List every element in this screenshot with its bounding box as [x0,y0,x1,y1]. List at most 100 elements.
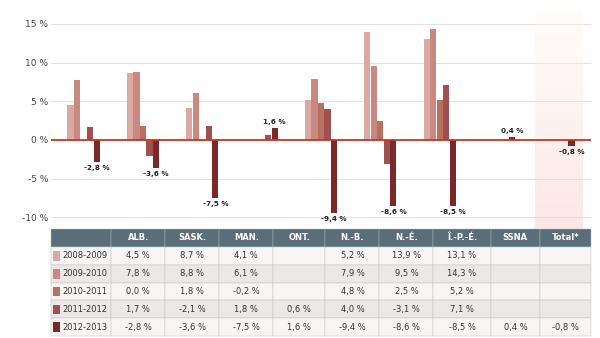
Bar [384,140,390,164]
Bar [379,229,433,247]
Bar [51,265,112,283]
Text: ALB.: ALB. [128,233,149,242]
Bar [509,137,515,140]
Text: -2,8 %: -2,8 % [125,323,152,332]
Bar [186,108,193,140]
Text: Total*: Total* [552,233,580,242]
Text: SASK.: SASK. [178,233,206,242]
Text: ONT.: ONT. [289,233,310,242]
Bar [540,229,591,247]
Text: -7,5 %: -7,5 % [233,323,260,332]
Text: 5,2 %: 5,2 % [450,287,474,296]
Bar [220,300,274,318]
Text: 5,2 %: 5,2 % [341,251,364,260]
Bar [193,93,199,140]
Text: -3,6 %: -3,6 % [143,171,169,177]
Bar [53,287,60,296]
Text: 0,0 %: 0,0 % [127,287,150,296]
Bar [74,79,80,140]
Text: N.-É.: N.-É. [395,233,418,242]
Bar [430,29,436,140]
Bar [166,300,220,318]
Text: 2012-2013: 2012-2013 [62,323,107,332]
Bar [379,283,433,300]
Bar [206,126,212,140]
Bar [424,39,430,140]
Text: -7,5 %: -7,5 % [203,201,228,207]
Bar [166,318,220,336]
Text: MAN.: MAN. [234,233,259,242]
Bar [112,300,166,318]
Bar [433,247,491,265]
Text: 4,5 %: 4,5 % [127,251,150,260]
Bar [112,318,166,336]
Text: 7,8 %: 7,8 % [127,269,151,278]
Text: SSNA: SSNA [503,233,528,242]
Bar [133,72,140,140]
Text: N.-B.: N.-B. [341,233,364,242]
Bar [112,283,166,300]
Bar [433,229,491,247]
Bar [274,265,325,283]
Text: 1,7 %: 1,7 % [127,305,150,314]
Text: 7,9 %: 7,9 % [341,269,364,278]
Text: 2009-2010: 2009-2010 [62,269,107,278]
Text: -2,1 %: -2,1 % [179,305,206,314]
Text: 2011-2012: 2011-2012 [62,305,107,314]
Bar [491,229,540,247]
Text: -8,6 %: -8,6 % [393,323,420,332]
Bar [127,73,133,140]
Bar [274,229,325,247]
Text: 1,8 %: 1,8 % [181,287,204,296]
Bar [433,283,491,300]
Bar [112,229,166,247]
Bar [379,265,433,283]
Text: 8,7 %: 8,7 % [181,251,205,260]
Text: 0,4 %: 0,4 % [503,323,527,332]
Text: 9,5 %: 9,5 % [395,269,418,278]
Bar [325,229,379,247]
Text: 0,6 %: 0,6 % [287,305,311,314]
Bar [272,127,278,140]
Bar [305,100,311,140]
Bar [325,109,331,140]
Bar [87,127,93,140]
Bar [94,140,100,162]
Bar [491,318,540,336]
Bar [433,265,491,283]
Bar [364,32,370,140]
Bar [140,126,146,140]
Bar [220,318,274,336]
Text: 8,8 %: 8,8 % [181,269,205,278]
Bar [491,300,540,318]
Text: Î.-P.-É.: Î.-P.-É. [447,233,477,242]
Text: 2,5 %: 2,5 % [395,287,418,296]
Bar [377,121,383,140]
Bar [53,322,60,332]
Bar [390,140,397,207]
Bar [274,283,325,300]
Bar [311,79,317,140]
Text: -0,8 %: -0,8 % [559,149,584,155]
Text: -0,2 %: -0,2 % [233,287,260,296]
Text: -3,1 %: -3,1 % [393,305,420,314]
Bar [540,283,591,300]
Bar [540,247,591,265]
Text: -9,4 %: -9,4 % [321,216,347,222]
Bar [53,251,60,261]
Bar [166,229,220,247]
Bar [153,140,159,168]
Bar [274,300,325,318]
Bar [51,247,112,265]
Text: 1,8 %: 1,8 % [235,305,258,314]
Text: 6,1 %: 6,1 % [235,269,258,278]
Text: 7,1 %: 7,1 % [450,305,474,314]
Bar [433,318,491,336]
Bar [379,300,433,318]
Bar [199,140,205,141]
Bar [331,140,337,213]
Text: 4,1 %: 4,1 % [235,251,258,260]
Bar [51,229,112,247]
Bar [51,300,112,318]
Bar [166,283,220,300]
